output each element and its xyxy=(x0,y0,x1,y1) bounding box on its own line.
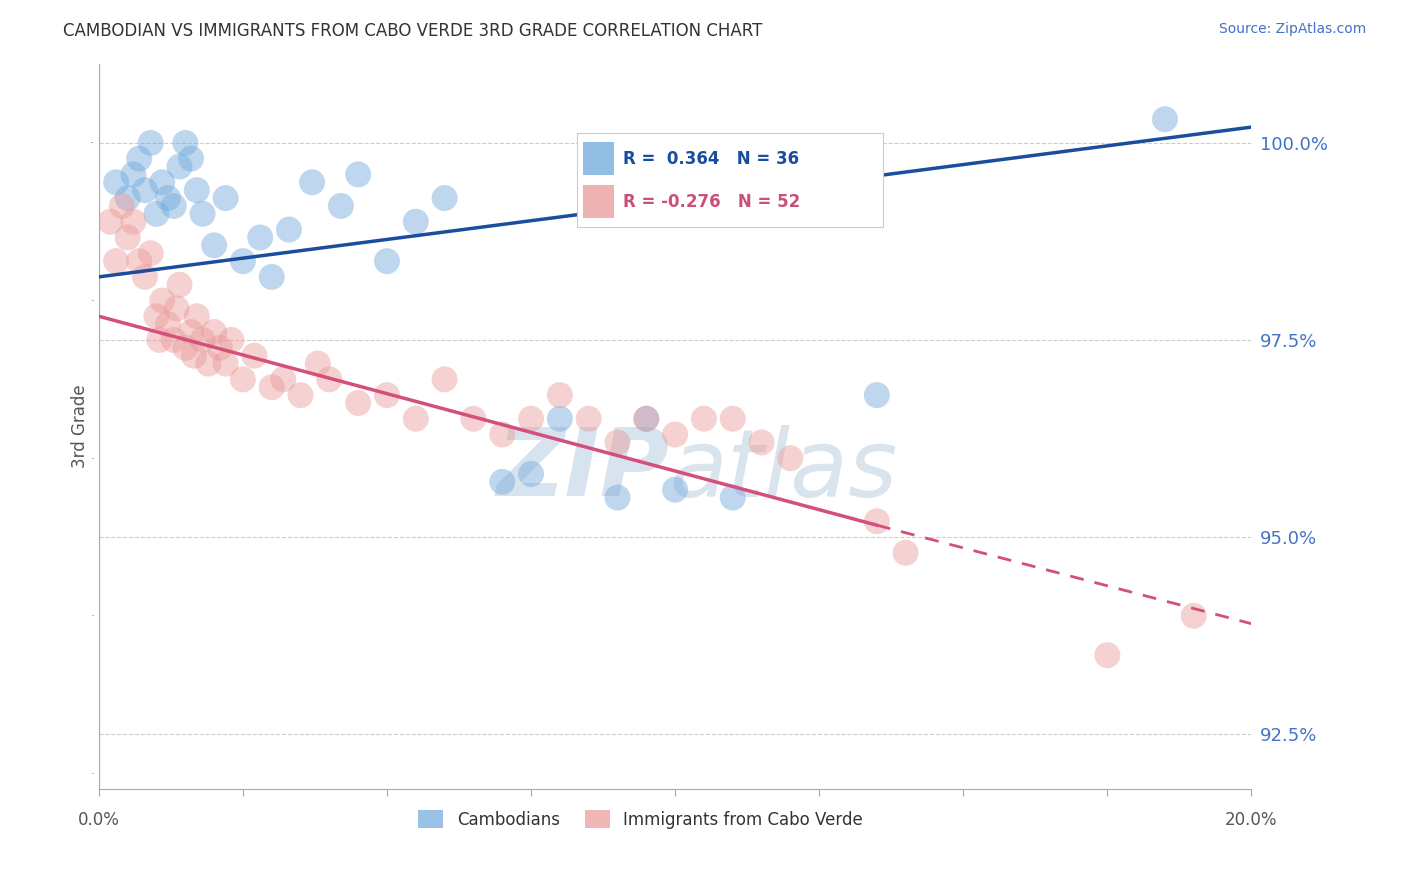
Point xyxy=(214,191,236,205)
Text: Source: ZipAtlas.com: Source: ZipAtlas.com xyxy=(1219,22,1367,37)
Point xyxy=(520,467,543,481)
Point xyxy=(145,310,167,324)
Point xyxy=(128,152,150,166)
Point xyxy=(150,175,173,189)
Point xyxy=(174,341,197,355)
Point xyxy=(405,411,427,425)
Point xyxy=(197,357,219,371)
Point xyxy=(150,293,173,308)
Text: 0.0%: 0.0% xyxy=(77,812,120,830)
Point xyxy=(375,254,398,268)
Point xyxy=(307,357,329,371)
Point xyxy=(117,230,139,244)
Point xyxy=(139,136,162,150)
Point xyxy=(163,199,186,213)
Point xyxy=(520,411,543,425)
Point xyxy=(202,325,225,339)
Point xyxy=(1182,608,1205,623)
Point xyxy=(290,388,312,402)
Point xyxy=(548,388,571,402)
Point xyxy=(693,411,716,425)
Point xyxy=(186,183,208,197)
Point xyxy=(98,215,121,229)
Point xyxy=(111,199,134,213)
Point xyxy=(260,380,283,394)
Point xyxy=(139,246,162,260)
Point xyxy=(433,372,456,386)
Y-axis label: 3rd Grade: 3rd Grade xyxy=(72,384,89,468)
Point xyxy=(156,191,179,205)
Point xyxy=(183,349,205,363)
Point xyxy=(166,301,188,316)
Point xyxy=(145,207,167,221)
Point xyxy=(202,238,225,252)
Point xyxy=(433,191,456,205)
Point xyxy=(128,254,150,268)
Text: ZIP: ZIP xyxy=(496,425,669,516)
Point xyxy=(347,168,370,182)
Point xyxy=(163,333,186,347)
Point xyxy=(866,514,889,528)
Point xyxy=(232,372,254,386)
Point xyxy=(779,451,801,466)
Point xyxy=(606,491,628,505)
Point xyxy=(134,269,156,284)
Point xyxy=(375,388,398,402)
Point xyxy=(301,175,323,189)
Point xyxy=(180,152,202,166)
Point xyxy=(664,427,686,442)
Point xyxy=(169,277,191,292)
Point xyxy=(260,269,283,284)
Point xyxy=(148,333,170,347)
Point xyxy=(721,411,744,425)
Point xyxy=(278,222,301,236)
Point xyxy=(664,483,686,497)
Point xyxy=(866,388,889,402)
Point xyxy=(122,215,145,229)
Point xyxy=(491,427,513,442)
Point xyxy=(347,396,370,410)
Point xyxy=(636,411,658,425)
Point xyxy=(122,168,145,182)
Point xyxy=(180,325,202,339)
Point xyxy=(894,546,917,560)
Point xyxy=(548,411,571,425)
Point xyxy=(491,475,513,489)
Point xyxy=(191,333,214,347)
Text: CAMBODIAN VS IMMIGRANTS FROM CABO VERDE 3RD GRADE CORRELATION CHART: CAMBODIAN VS IMMIGRANTS FROM CABO VERDE … xyxy=(63,22,762,40)
Point xyxy=(243,349,266,363)
Point xyxy=(271,372,294,386)
Text: atlas: atlas xyxy=(669,425,897,516)
Point xyxy=(636,411,658,425)
Point xyxy=(221,333,243,347)
Point xyxy=(186,310,208,324)
Point xyxy=(751,435,773,450)
Point xyxy=(1097,648,1119,663)
Point xyxy=(721,491,744,505)
Point xyxy=(156,317,179,331)
Point xyxy=(191,207,214,221)
Point xyxy=(405,215,427,229)
Point xyxy=(232,254,254,268)
Point xyxy=(174,136,197,150)
Point xyxy=(169,160,191,174)
Point xyxy=(105,254,128,268)
Text: 20.0%: 20.0% xyxy=(1225,812,1278,830)
Point xyxy=(117,191,139,205)
Point xyxy=(249,230,271,244)
Point xyxy=(208,341,231,355)
Legend: Cambodians, Immigrants from Cabo Verde: Cambodians, Immigrants from Cabo Verde xyxy=(412,804,869,835)
Point xyxy=(606,435,628,450)
Point xyxy=(329,199,352,213)
Point xyxy=(134,183,156,197)
Point xyxy=(463,411,485,425)
Point xyxy=(1154,112,1177,127)
Point xyxy=(214,357,236,371)
Point xyxy=(318,372,340,386)
Point xyxy=(105,175,128,189)
Point xyxy=(578,411,600,425)
